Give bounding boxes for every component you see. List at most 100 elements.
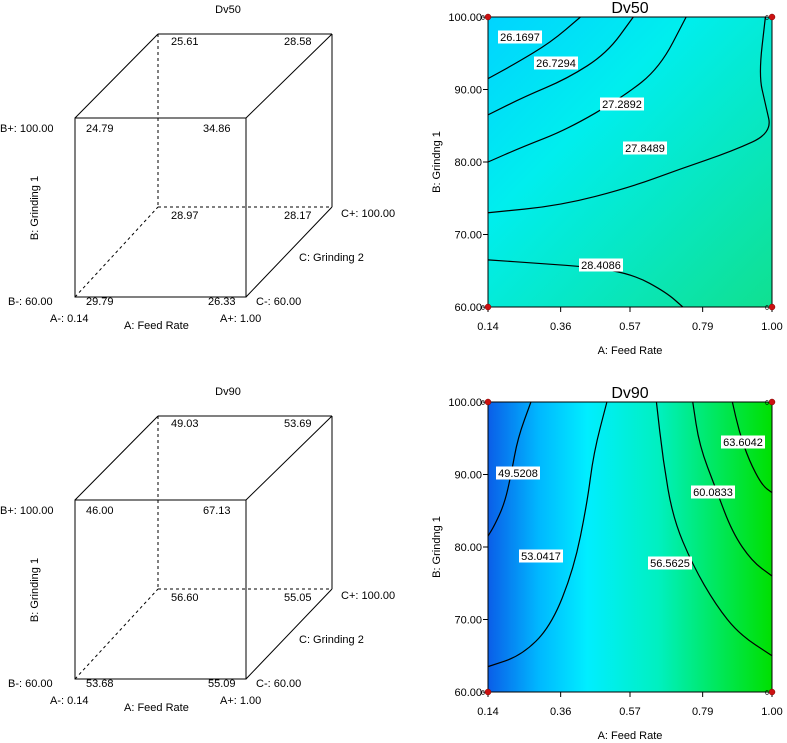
cube-corner-value: 34.86	[203, 123, 231, 135]
design-point-marker	[484, 398, 492, 406]
x-tick-label: 0.57	[619, 321, 640, 333]
cube-level-label: C+: 100.00	[341, 590, 395, 602]
design-point-count: 6	[765, 15, 769, 22]
cube-level-label: A-: 0.14	[50, 695, 89, 707]
design-point-marker	[484, 688, 492, 696]
cube-level-label: A+: 1.00	[220, 313, 261, 325]
design-point-count: 6	[765, 305, 769, 312]
x-tick-label: 1.00	[761, 706, 782, 718]
contour-label-box	[721, 435, 765, 449]
cube-plot-dv50: Dv50 25.61 28.58 24.79 34.86 28.97 28.17 29.79 2…	[0, 4, 395, 332]
contour-label-box	[498, 30, 542, 44]
contour-label: 56.5625	[650, 558, 690, 570]
contour-background	[488, 402, 772, 692]
cube-edge	[245, 206, 333, 298]
contour-y-axis-label: B: Grindng 1	[431, 131, 443, 193]
cube-level-label: C+: 100.00	[341, 208, 395, 220]
cube-edge	[245, 33, 333, 119]
contour-label-box	[691, 485, 735, 499]
design-point-marker	[484, 13, 492, 21]
cube-title: Dv90	[215, 386, 241, 398]
cube-level-label: B-: 60.00	[8, 296, 53, 308]
cube-edge	[245, 415, 333, 501]
design-point-count: 6	[765, 690, 769, 697]
y-tick-label: 80.00	[454, 542, 482, 554]
design-point-count: 6	[765, 400, 769, 407]
contour-line	[655, 401, 773, 657]
design-point-count: 6	[481, 305, 485, 312]
contour-line	[487, 16, 634, 116]
cube-z-axis-label: C: Grinding 2	[299, 634, 364, 646]
design-point-count: 6	[481, 15, 485, 22]
contour-x-axis-label: A: Feed Rate	[598, 730, 663, 742]
cube-level-label: B+: 100.00	[0, 505, 54, 517]
y-tick-label: 100.00	[448, 397, 482, 409]
x-tick-label: 0.36	[550, 321, 571, 333]
cube-y-axis-label: B: Grinding 1	[29, 176, 41, 240]
cube-corner-value: 49.03	[171, 418, 199, 430]
cube-edge	[74, 33, 159, 119]
cube-corner-value: 28.97	[171, 210, 199, 222]
cube-corner-value: 56.60	[171, 592, 199, 604]
cube-hidden-edge	[74, 206, 159, 298]
design-point-count: 6	[481, 400, 485, 407]
contour-plot-dv50: 26.1697 26.7294 27.2892 27.8489 28.4086 0.14 0…	[431, 0, 783, 357]
cube-x-axis-label: A: Feed Rate	[124, 702, 189, 714]
x-tick-label: 0.79	[692, 321, 713, 333]
contour-label: 49.5208	[498, 468, 538, 480]
contour-plot-dv90: 49.5208 53.0417 56.5625 60.0833 63.6042 0.14 0…	[431, 385, 783, 742]
cube-level-label: A-: 0.14	[50, 313, 89, 325]
cube-corner-value: 67.13	[203, 505, 231, 517]
contour-label-box	[648, 556, 692, 570]
cube-corner-value: 53.69	[284, 418, 312, 430]
y-tick-label: 60.00	[454, 302, 482, 314]
cube-corner-value: 53.68	[86, 678, 114, 690]
cube-corner-value: 26.33	[208, 296, 236, 308]
contour-line	[487, 16, 581, 80]
contour-title: Dv90	[611, 385, 648, 402]
cube-hidden-edge	[74, 588, 159, 680]
x-tick-label: 0.79	[692, 706, 713, 718]
design-point-marker	[768, 398, 776, 406]
contour-label: 63.6042	[723, 437, 763, 449]
contour-line	[487, 16, 770, 214]
contour-y-axis-label: B: Grindng 1	[431, 516, 443, 578]
design-point-marker	[768, 13, 776, 21]
contour-title: Dv50	[611, 0, 648, 17]
contour-label: 53.0417	[521, 551, 561, 563]
contour-background	[488, 17, 772, 307]
cube-title: Dv50	[215, 4, 241, 16]
y-tick-label: 70.00	[454, 230, 482, 242]
cube-edge	[74, 415, 159, 501]
x-tick-label: 0.57	[619, 706, 640, 718]
contour-label: 26.1697	[500, 32, 540, 44]
y-tick-label: 90.00	[454, 85, 482, 97]
x-tick-label: 1.00	[761, 321, 782, 333]
cube-corner-value: 25.61	[171, 36, 199, 48]
contour-label: 28.4086	[581, 260, 621, 272]
design-point-marker	[768, 303, 776, 311]
design-point-marker	[484, 303, 492, 311]
y-tick-label: 70.00	[454, 615, 482, 627]
x-tick-label: 0.36	[550, 706, 571, 718]
cube-x-axis-label: A: Feed Rate	[124, 320, 189, 332]
cube-plot-dv90: Dv90 49.03 53.69 46.00 67.13 56.60 55.05 53.68 5…	[0, 386, 395, 714]
contour-label-box	[496, 466, 540, 480]
cube-level-label: B+: 100.00	[0, 123, 54, 135]
cube-edge	[245, 588, 333, 680]
contour-x-axis-label: A: Feed Rate	[598, 345, 663, 357]
cube-corner-value: 46.00	[86, 505, 114, 517]
x-tick-label: 0.14	[477, 706, 498, 718]
y-tick-label: 90.00	[454, 470, 482, 482]
cube-corner-value: 55.09	[208, 678, 236, 690]
contour-label: 26.7294	[536, 58, 576, 70]
y-tick-label: 60.00	[454, 687, 482, 699]
contour-label-box	[534, 56, 578, 70]
contour-label-box	[600, 97, 644, 111]
contour-label-box	[623, 141, 667, 155]
cube-level-label: C-: 60.00	[256, 296, 301, 308]
cube-front-face	[74, 499, 247, 680]
cube-front-face	[74, 117, 247, 298]
cube-y-axis-label: B: Grinding 1	[29, 558, 41, 622]
cube-corner-value: 55.05	[284, 592, 312, 604]
